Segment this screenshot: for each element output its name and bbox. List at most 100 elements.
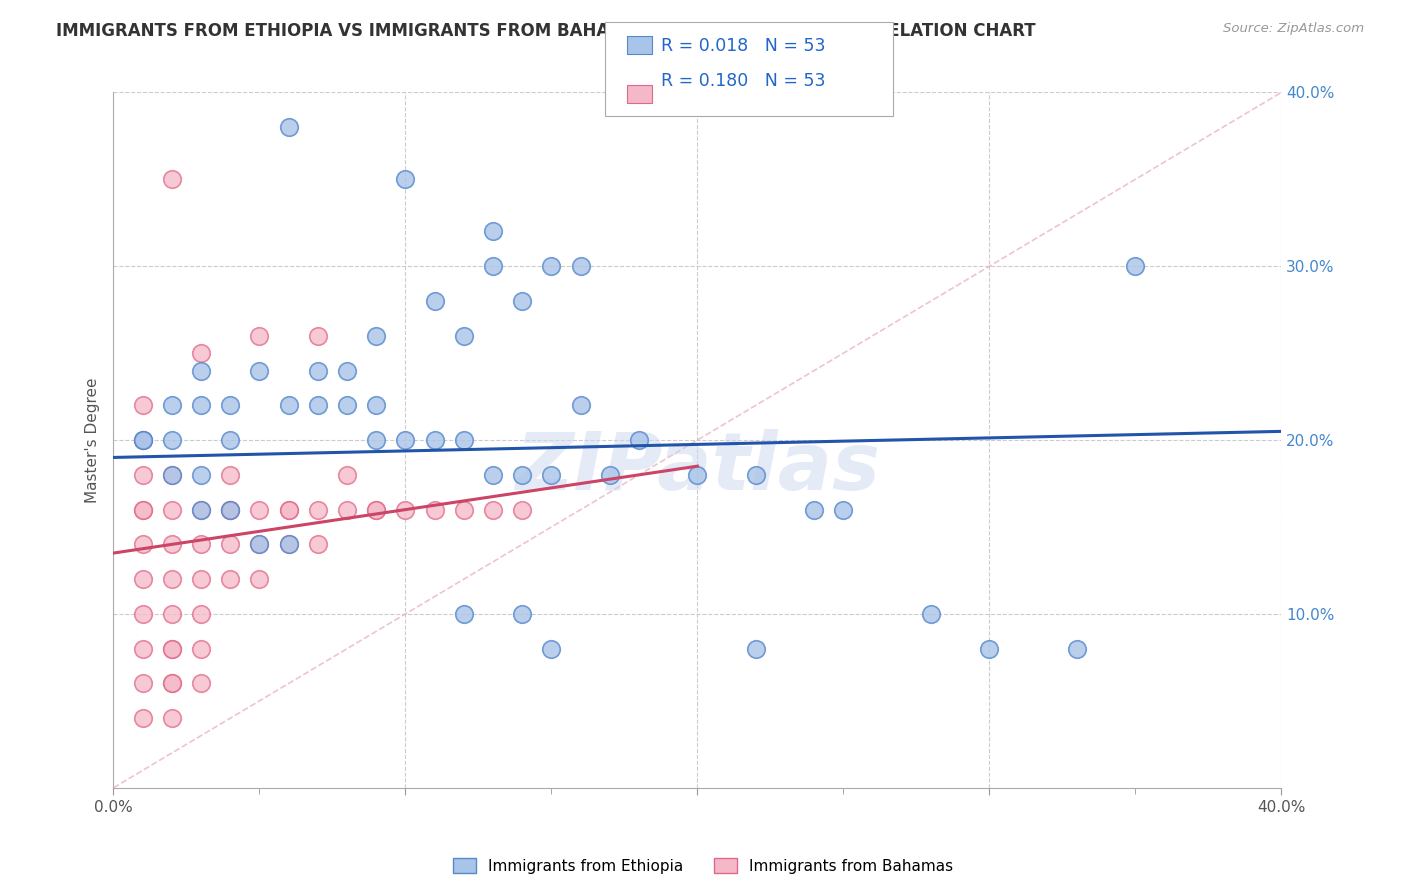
Point [366, 502, 388, 516]
Point [219, 433, 242, 447]
Point [249, 572, 271, 586]
Point [277, 537, 299, 551]
Point [510, 293, 533, 308]
Point [510, 607, 533, 621]
Point [453, 433, 475, 447]
Point [160, 398, 183, 412]
Point [131, 676, 153, 690]
Point [219, 502, 242, 516]
Point [277, 502, 299, 516]
Point [160, 641, 183, 656]
Point [160, 467, 183, 482]
Point [131, 607, 153, 621]
Point [832, 502, 855, 516]
Point [510, 467, 533, 482]
Point [628, 433, 651, 447]
Point [277, 502, 299, 516]
Point [131, 467, 153, 482]
Point [190, 572, 212, 586]
Point [131, 641, 153, 656]
Point [423, 293, 446, 308]
Point [131, 433, 153, 447]
Point [394, 433, 416, 447]
Point [482, 259, 505, 273]
Point [131, 537, 153, 551]
Point [131, 502, 153, 516]
Point [190, 346, 212, 360]
Point [453, 502, 475, 516]
Point [219, 502, 242, 516]
Point [277, 398, 299, 412]
Point [366, 433, 388, 447]
Point [510, 502, 533, 516]
Point [160, 502, 183, 516]
Point [453, 328, 475, 343]
Point [190, 537, 212, 551]
Text: IMMIGRANTS FROM ETHIOPIA VS IMMIGRANTS FROM BAHAMAS MASTER'S DEGREE CORRELATION : IMMIGRANTS FROM ETHIOPIA VS IMMIGRANTS F… [56, 22, 1036, 40]
Point [160, 467, 183, 482]
Point [569, 259, 592, 273]
Point [394, 502, 416, 516]
Point [277, 120, 299, 135]
Point [686, 467, 709, 482]
Point [190, 467, 212, 482]
Point [366, 328, 388, 343]
Point [219, 398, 242, 412]
Point [190, 607, 212, 621]
Point [160, 676, 183, 690]
Point [482, 467, 505, 482]
Point [745, 641, 768, 656]
Point [745, 467, 768, 482]
Point [482, 224, 505, 238]
Point [336, 467, 359, 482]
Point [131, 711, 153, 725]
Point [307, 328, 329, 343]
Point [307, 398, 329, 412]
Text: R = 0.180   N = 53: R = 0.180 N = 53 [661, 72, 825, 90]
Point [160, 433, 183, 447]
Point [307, 363, 329, 377]
Point [131, 433, 153, 447]
Point [453, 607, 475, 621]
Point [569, 398, 592, 412]
Point [336, 398, 359, 412]
Point [540, 467, 562, 482]
Point [219, 467, 242, 482]
Point [1125, 259, 1147, 273]
Point [599, 467, 621, 482]
Point [336, 363, 359, 377]
Point [979, 641, 1001, 656]
Point [540, 259, 562, 273]
Point [160, 572, 183, 586]
Point [803, 502, 825, 516]
Text: Source: ZipAtlas.com: Source: ZipAtlas.com [1223, 22, 1364, 36]
Point [249, 537, 271, 551]
Point [1066, 641, 1088, 656]
Point [131, 572, 153, 586]
Point [190, 641, 212, 656]
Point [131, 433, 153, 447]
Point [160, 641, 183, 656]
Point [307, 537, 329, 551]
Point [131, 502, 153, 516]
Point [190, 676, 212, 690]
Point [160, 607, 183, 621]
Point [190, 363, 212, 377]
Point [336, 502, 359, 516]
Point [219, 502, 242, 516]
Point [219, 537, 242, 551]
Text: R = 0.018   N = 53: R = 0.018 N = 53 [661, 37, 825, 55]
Point [131, 398, 153, 412]
Point [249, 502, 271, 516]
Point [190, 502, 212, 516]
Point [249, 328, 271, 343]
Point [160, 172, 183, 186]
Point [482, 502, 505, 516]
Point [423, 433, 446, 447]
Point [249, 363, 271, 377]
Point [160, 676, 183, 690]
Point [394, 172, 416, 186]
Text: ZIPatlas: ZIPatlas [515, 429, 880, 507]
Point [160, 711, 183, 725]
Point [190, 398, 212, 412]
